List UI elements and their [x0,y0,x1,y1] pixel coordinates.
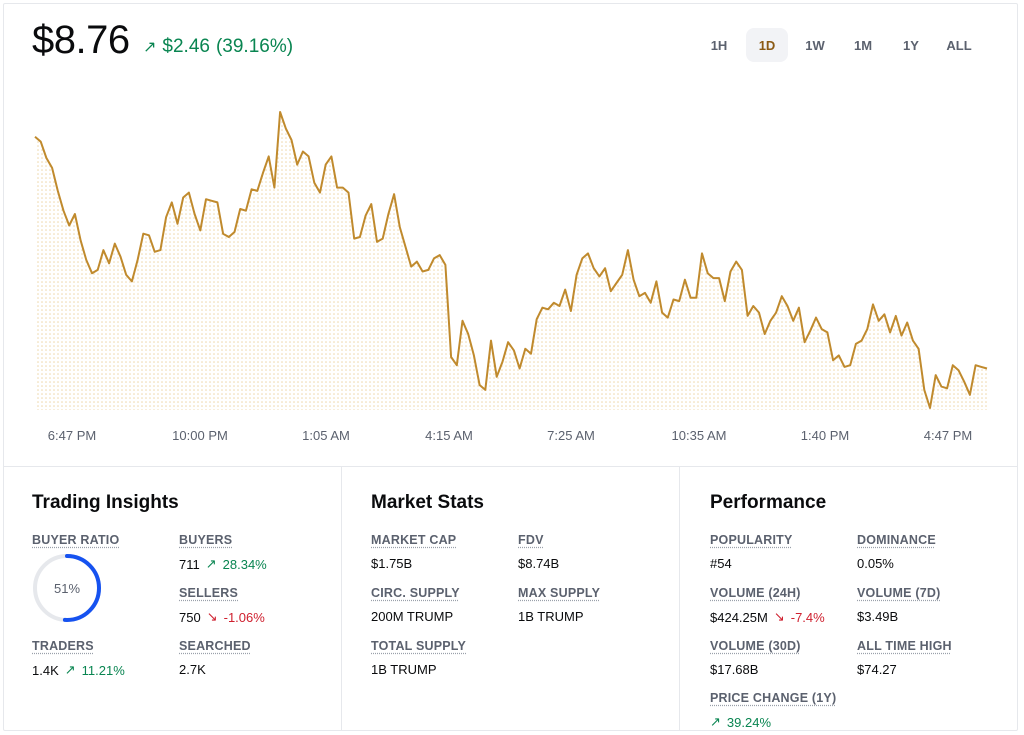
x-tick-label: 10:35 AM [672,428,727,443]
buyer-ratio-stat: BUYER RATIO [32,531,119,549]
stat-value: $74.27 [857,662,897,677]
stat-label[interactable]: VOLUME (24H) [710,586,801,600]
price-change-1y-stat: PRICE CHANGE (1Y) ↗ 39.24% [710,689,836,730]
stat-label[interactable]: VOLUME (7D) [857,586,941,600]
stat-value: $424.25M [710,609,768,625]
volume-24h-stat: VOLUME (24H) $424.25M ↘ -7.4% [710,584,825,625]
all-time-high-stat: ALL TIME HIGH $74.27 [857,637,952,677]
arrow-up-right-icon: ↗ [143,39,157,56]
section-divider [4,466,1018,467]
price-change: ↗ $2.46 (39.16%) [143,36,293,58]
max-supply-stat: MAX SUPPLY 1B TRUMP [518,584,600,624]
sellers-stat: SELLERS 750 ↘ -1.06% [179,584,265,625]
stat-label[interactable]: DOMINANCE [857,533,936,547]
stat-change: -1.06% [223,609,265,625]
arrow-up-right-icon: ↗ [205,556,217,571]
buyer-ratio-ring: 51% [32,553,102,623]
arrow-down-right-icon: ↘ [206,609,218,624]
stat-label[interactable]: TOTAL SUPPLY [371,639,467,653]
buyers-stat: BUYERS 711 ↗ 28.34% [179,531,267,572]
price-change-percent: (39.16%) [215,36,294,57]
buyer-ratio-value: 51% [53,580,81,596]
stat-change: 11.21% [81,662,125,678]
stat-value: 1B TRUMP [371,662,437,677]
stat-value: 711 [179,556,200,572]
stat-value: $3.49B [857,609,899,624]
popularity-stat: POPULARITY #54 [710,531,793,571]
stat-value: 1.4K [32,662,59,678]
panel-title: Trading Insights [32,492,179,513]
performance-panel: Performance POPULARITY #54 DOMINANCE 0.0… [680,467,1020,731]
panel-title: Performance [710,492,827,513]
stat-label[interactable]: SEARCHED [179,639,251,653]
stat-label[interactable]: MAX SUPPLY [518,586,601,600]
panel-divider [679,467,680,731]
ratio-arc [33,554,101,622]
fdv-stat: FDV $8.74B [518,531,559,571]
app-frame [3,3,1018,731]
x-tick-label: 7:25 AM [547,428,595,443]
stat-value: #54 [710,556,732,571]
stat-label[interactable]: MARKET CAP [371,533,457,547]
stat-value: 750 [179,609,201,625]
traders-stat: TRADERS 1.4K ↗ 11.21% [32,637,125,678]
range-tab-1m[interactable]: 1M [853,37,873,53]
stat-value: $1.75B [371,556,413,571]
x-tick-label: 4:47 PM [924,428,972,443]
trading-insights-panel: Trading Insights BUYER RATIO 51% BUYERS … [0,467,340,731]
stat-value: 1B TRUMP [518,609,584,624]
range-tab-1y[interactable]: 1Y [903,37,919,53]
range-tab-1d[interactable]: 1D [746,28,788,62]
stat-label[interactable]: VOLUME (30D) [710,639,801,653]
stat-value: $17.68B [710,662,759,677]
panel-title: Market Stats [371,492,484,513]
stat-label[interactable]: FDV [518,533,544,547]
circ-supply-stat: CIRC. SUPPLY 200M TRUMP [371,584,460,624]
price-chart[interactable]: 6:47 PM 10:00 PM 1:05 AM 4:15 AM 7:25 AM 10:3… [0,0,1024,470]
time-range-tabs: 1H 1D 1W 1M 1Y ALL [698,28,980,62]
range-tab-1h[interactable]: 1H [710,37,728,53]
range-tab-all[interactable]: ALL [946,37,972,53]
volume-30d-stat: VOLUME (30D) $17.68B [710,637,801,677]
arrow-up-right-icon: ↗ [710,714,721,729]
stat-label[interactable]: POPULARITY [710,533,793,547]
stat-value: $8.74B [518,556,560,571]
panel-divider [341,467,342,731]
current-price: $8.76 [32,18,130,62]
stat-label[interactable]: TRADERS [32,639,94,653]
stat-value: 0.05% [857,556,894,571]
range-tab-1w[interactable]: 1W [805,37,825,53]
arrow-down-right-icon: ↘ [773,609,785,624]
searched-stat: SEARCHED 2.7K [179,637,251,677]
x-tick-label: 4:15 AM [425,428,473,443]
stat-change: 39.24% [726,714,771,730]
price-area [35,112,987,410]
x-tick-label: 6:47 PM [48,428,96,443]
total-supply-stat: TOTAL SUPPLY 1B TRUMP [371,637,466,677]
arrow-up-right-icon: ↗ [64,662,76,677]
volume-7d-stat: VOLUME (7D) $3.49B [857,584,940,624]
stat-change: 28.34% [222,556,267,572]
stat-change: -7.4% [790,609,825,625]
market-cap-stat: MARKET CAP $1.75B [371,531,456,571]
stat-label[interactable]: SELLERS [179,586,239,600]
market-stats-panel: Market Stats MARKET CAP $1.75B FDV $8.74… [342,467,679,731]
stat-label[interactable]: CIRC. SUPPLY [371,586,460,600]
stat-label[interactable]: PRICE CHANGE (1Y) [710,691,837,705]
x-tick-label: 1:05 AM [302,428,350,443]
price-line [34,111,988,409]
stat-value: 200M TRUMP [371,609,454,624]
stat-label[interactable]: BUYERS [179,533,233,547]
x-tick-label: 1:40 PM [801,428,849,443]
stat-label[interactable]: ALL TIME HIGH [857,639,952,653]
x-tick-label: 10:00 PM [172,428,228,443]
dominance-stat: DOMINANCE 0.05% [857,531,936,571]
stat-label[interactable]: BUYER RATIO [32,533,120,547]
stat-value: 2.7K [179,662,206,677]
price-change-amount: $2.46 [162,36,210,57]
